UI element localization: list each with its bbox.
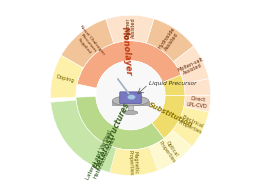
Wedge shape [184, 79, 211, 95]
Text: Optical
Properties: Optical Properties [157, 137, 181, 164]
Ellipse shape [127, 94, 135, 100]
FancyBboxPatch shape [120, 92, 141, 103]
Text: Monolayer: Monolayer [120, 26, 133, 76]
Wedge shape [184, 95, 211, 112]
Text: Novel Chalcogen
Precursors
Supplied: Novel Chalcogen Precursors Supplied [72, 25, 105, 61]
Wedge shape [110, 147, 158, 175]
Text: Heterostructures: Heterostructures [92, 101, 131, 171]
Text: Direct
LPL-CVD: Direct LPL-CVD [187, 96, 208, 109]
Wedge shape [106, 15, 154, 43]
Wedge shape [152, 95, 185, 138]
Text: Molten-salt
Assisted: Molten-salt Assisted [176, 56, 206, 78]
Text: Electrical
Properties: Electrical Properties [177, 114, 205, 135]
Wedge shape [172, 107, 209, 147]
Ellipse shape [123, 111, 138, 115]
Text: Hydroxide
Assisted: Hydroxide Assisted [157, 27, 181, 54]
Circle shape [96, 61, 165, 130]
Wedge shape [149, 130, 192, 170]
Wedge shape [50, 55, 83, 98]
Wedge shape [61, 19, 114, 68]
Wedge shape [77, 41, 181, 88]
Bar [128, 101, 133, 113]
Text: Doping: Doping [56, 74, 75, 84]
Wedge shape [174, 46, 209, 84]
Wedge shape [146, 19, 194, 62]
Text: Magnetic
Properties: Magnetic Properties [127, 150, 139, 176]
Ellipse shape [112, 96, 149, 106]
Wedge shape [76, 97, 164, 150]
Text: Liquid Precursor: Liquid Precursor [149, 81, 196, 86]
Text: Lateral and Vertical
Heterostructures: Lateral and Vertical Heterostructures [86, 130, 118, 183]
Wedge shape [51, 100, 176, 175]
Bar [112, 101, 149, 105]
Text: Substitution: Substitution [147, 101, 194, 128]
Text: Polymer
Assisted: Polymer Assisted [125, 18, 136, 38]
Wedge shape [163, 75, 185, 95]
